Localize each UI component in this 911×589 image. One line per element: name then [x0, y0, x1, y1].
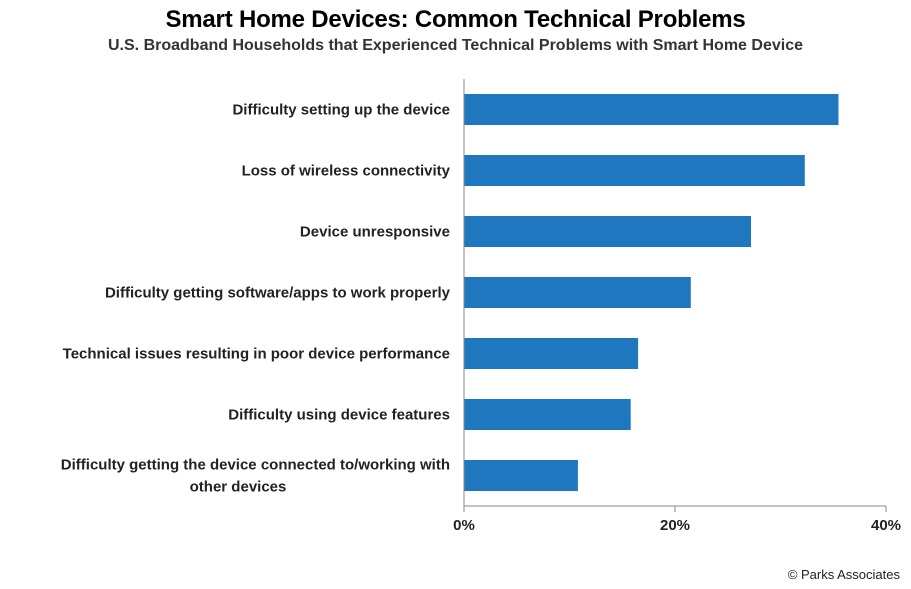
bar	[464, 338, 639, 369]
bar	[464, 155, 805, 186]
bar	[464, 277, 691, 308]
source-credit: © Parks Associates	[787, 567, 900, 582]
bar-chart: Difficulty setting up the device Loss of …	[61, 79, 901, 534]
category-label: Difficulty setting up the device	[232, 102, 450, 119]
category-label: Difficulty getting software/apps to work…	[105, 285, 451, 302]
bar	[464, 399, 631, 430]
bar	[464, 216, 751, 247]
category-label: other devices	[190, 479, 287, 496]
category-label: Difficulty getting the device connected …	[61, 457, 450, 474]
bar	[464, 460, 578, 491]
x-tick-label: 40%	[871, 517, 901, 534]
bar	[464, 94, 839, 125]
x-tick-label: 20%	[660, 517, 690, 534]
chart-subtitle: U.S. Broadband Households that Experienc…	[108, 37, 803, 54]
category-label: Technical issues resulting in poor devic…	[63, 346, 450, 363]
x-tick-label: 0%	[453, 517, 475, 534]
category-label: Difficulty using device features	[228, 407, 450, 424]
category-label: Loss of wireless connectivity	[242, 163, 451, 180]
category-label: Device unresponsive	[300, 224, 450, 241]
chart-title: Smart Home Devices: Common Technical Pro…	[165, 6, 746, 33]
